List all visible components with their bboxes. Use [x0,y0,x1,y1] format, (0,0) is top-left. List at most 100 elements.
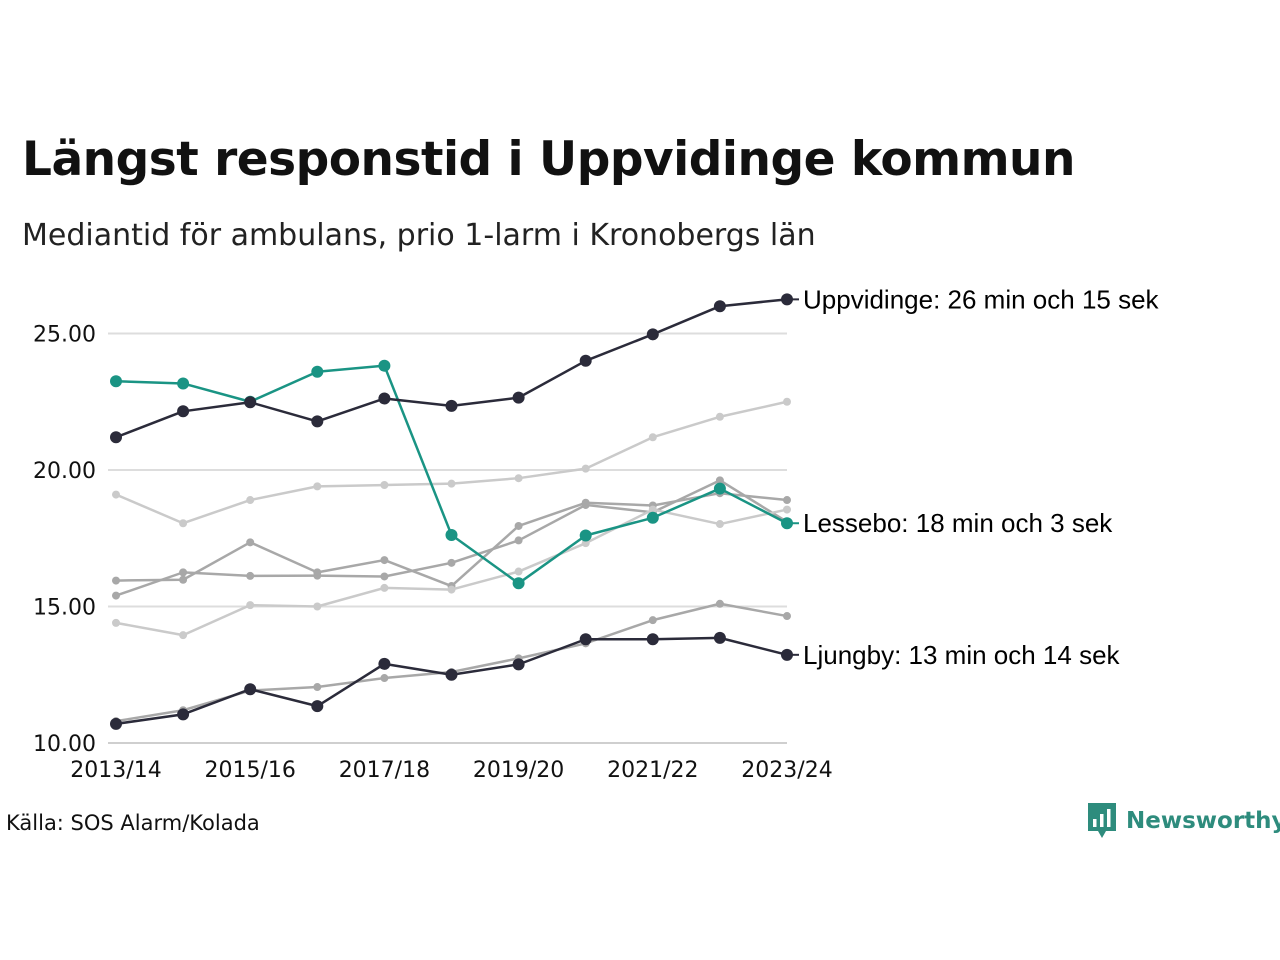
data-point-other1 [380,481,389,490]
data-point-other1 [112,490,120,499]
axis-labels: 10.00 15.00 20.00 25.00 2013/14 2015/16 2017/1… [33,323,833,784]
data-point-other3 [514,536,523,545]
data-point-uppvidinge [713,300,726,313]
end-labels: Lessebo: 18 min och 3 sek Ljungby: 13 min… [787,284,1160,670]
data-point-ljungby [110,717,122,730]
data-point-ljungby [579,633,592,646]
x-tick-label: 2019/20 [473,758,564,783]
end-label-uppvidinge: Uppvidinge: 26 min och 15 sek [803,284,1160,314]
data-point-uppvidinge [378,392,391,405]
series-line-lessebo [115,364,788,585]
y-tick-label: 10.00 [33,732,96,757]
grid-lines [108,332,787,744]
data-point-other1 [179,519,188,528]
data-point-other1 [447,479,456,488]
data-point-ljungby [378,657,391,670]
data-point-other4 [313,602,322,611]
data-point-other2 [783,496,791,505]
data-point-other2 [112,576,120,585]
x-tick-label: 2017/18 [339,758,430,783]
data-point-uppvidinge [110,431,122,444]
data-point-other5 [380,674,389,683]
brand-name: Newsworthy [1126,808,1280,834]
data-point-lessebo [177,377,190,390]
data-point-other3 [380,572,389,581]
series-other4 [112,505,791,640]
data-point-ljungby [244,683,257,696]
data-point-other2 [380,556,389,565]
series-ljungby [110,631,793,730]
x-tick-label: 2021/22 [607,758,698,783]
series-other1 [112,397,791,528]
brand: Newsworthy [1088,803,1280,839]
data-point-uppvidinge [646,328,659,341]
series-uppvidinge [110,293,793,444]
series-line-ljungby [115,636,788,726]
series-line-other1 [115,400,788,525]
data-point-other1 [783,397,791,406]
data-point-other1 [313,482,322,491]
data-point-other4 [246,601,255,610]
data-point-other4 [380,583,389,592]
data-point-uppvidinge [579,354,592,367]
y-tick-label: 20.00 [33,459,96,484]
data-point-other4 [648,505,657,514]
data-point-ljungby [177,708,190,721]
series-lessebo [110,359,793,590]
data-point-other4 [112,618,120,627]
data-point-other5 [648,616,657,625]
series-line-other4 [115,508,788,637]
source-note: Källa: SOS Alarm/Kolada [6,811,260,835]
x-tick-label: 2015/16 [204,758,295,783]
data-point-ljungby [445,668,458,681]
data-point-ljungby [512,658,525,671]
data-point-other5 [783,612,791,621]
data-point-other3 [179,568,188,577]
newsworthy-logo-icon [1088,803,1116,838]
data-point-other1 [246,496,255,505]
data-point-ljungby [311,700,324,713]
data-point-other2 [514,521,523,530]
data-point-lessebo [646,511,659,524]
data-point-other2 [246,538,255,547]
data-point-lessebo [378,359,391,372]
data-point-lessebo [311,365,324,378]
series-lines [110,293,793,730]
data-point-ljungby [713,631,726,644]
y-tick-label: 25.00 [33,323,96,348]
data-point-lessebo [110,375,122,388]
data-point-other4 [783,505,791,514]
x-tick-label: 2023/24 [741,758,832,783]
data-point-other1 [581,464,590,473]
data-point-other3 [313,571,322,580]
data-point-other3 [246,571,255,580]
chart-title: Längst responstid i Uppvidinge kommun [22,132,1075,187]
data-point-other4 [179,631,188,640]
series-line-uppvidinge [115,298,788,439]
data-point-other3 [447,558,456,567]
data-point-other4 [447,585,456,594]
data-point-lessebo [512,577,525,590]
data-point-uppvidinge [512,391,525,404]
data-point-lessebo [445,528,458,541]
data-point-lessebo [579,529,592,542]
data-point-other1 [715,412,724,421]
data-point-uppvidinge [445,399,458,412]
data-point-other3 [112,591,120,600]
chart-subtitle: Mediantid för ambulans, prio 1-larm i Kr… [22,218,816,253]
data-point-other5 [715,599,724,608]
end-label-ljungby: Ljungby: 13 min och 14 sek [803,640,1121,670]
data-point-other1 [514,474,523,483]
data-point-other1 [648,433,657,442]
x-tick-label: 2013/14 [70,758,161,783]
data-point-other3 [581,500,590,509]
data-point-ljungby [646,633,659,646]
data-point-other4 [715,520,724,529]
data-point-other4 [514,567,523,576]
end-label-lessebo: Lessebo: 18 min och 3 sek [803,508,1113,538]
y-tick-label: 15.00 [33,596,96,621]
data-point-other5 [313,683,322,692]
data-point-uppvidinge [311,415,324,428]
data-point-uppvidinge [244,396,257,409]
